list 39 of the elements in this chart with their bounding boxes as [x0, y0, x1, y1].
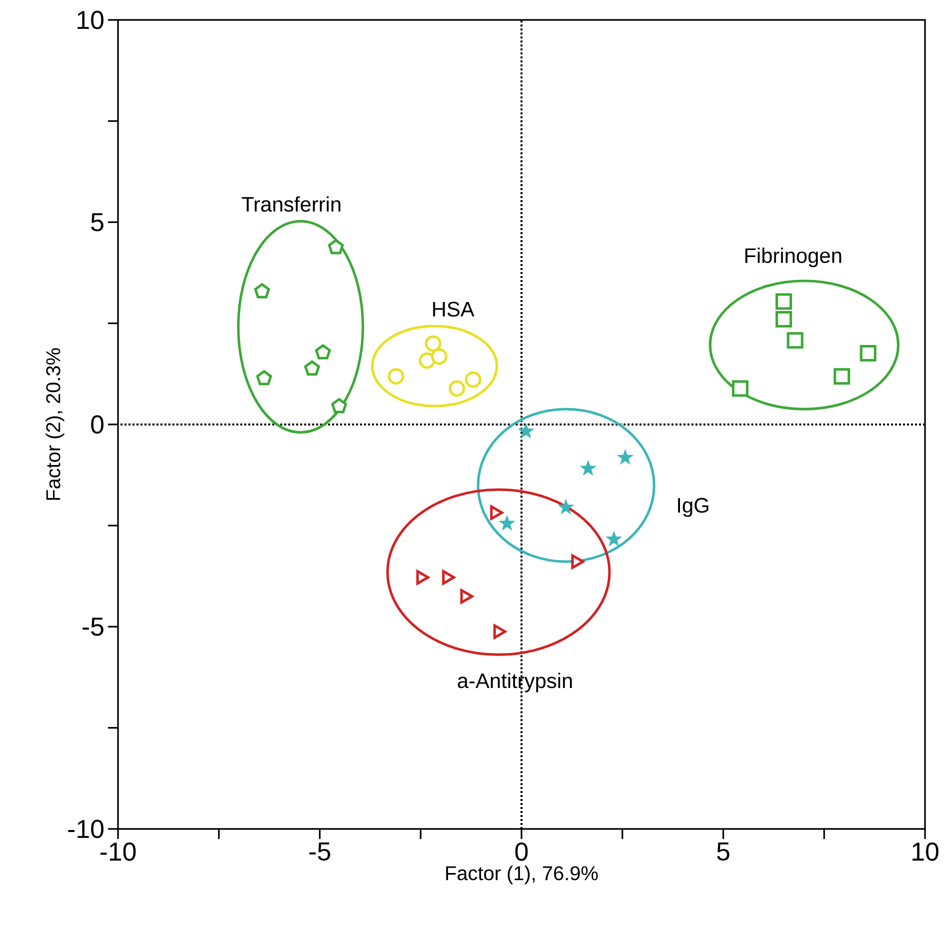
y-tick-label: 10 [78, 10, 104, 30]
series-label: HSA [433, 302, 474, 317]
point [254, 283, 270, 298]
y-tick-label: 0 [91, 415, 104, 434]
point [388, 368, 404, 385]
point [558, 498, 574, 514]
point [776, 311, 792, 328]
y-axis-title: Factor (2), 20.3% [46, 348, 64, 500]
y-tick-label: -5 [82, 618, 104, 636]
y-tick-label: -10 [68, 820, 104, 838]
point [606, 530, 622, 546]
point [328, 239, 344, 254]
point [732, 380, 748, 397]
point [448, 380, 466, 397]
point [430, 348, 448, 365]
point [424, 335, 442, 352]
point [580, 460, 596, 476]
x-tick-label: 10 [912, 842, 938, 861]
point [464, 371, 482, 388]
x-axis-title: Factor (1), 76.9% [446, 866, 598, 884]
point [518, 422, 534, 438]
series-label: Transferrin [242, 196, 340, 212]
point [256, 370, 272, 386]
point [498, 514, 516, 531]
point [331, 398, 348, 414]
point [776, 293, 792, 310]
x-tick-label: 0 [515, 842, 528, 861]
x-tick-label: 5 [717, 842, 730, 861]
x-tick-label: -5 [309, 842, 330, 861]
point [304, 360, 320, 376]
point [860, 345, 876, 362]
y-tick-label: 5 [91, 213, 104, 232]
series-label: Fibrinogen [745, 248, 842, 268]
point [616, 448, 634, 465]
text: a-Antitrypsin [458, 672, 572, 692]
point [786, 332, 804, 349]
point [315, 344, 331, 360]
point [834, 368, 850, 385]
text: IgG [678, 498, 708, 517]
